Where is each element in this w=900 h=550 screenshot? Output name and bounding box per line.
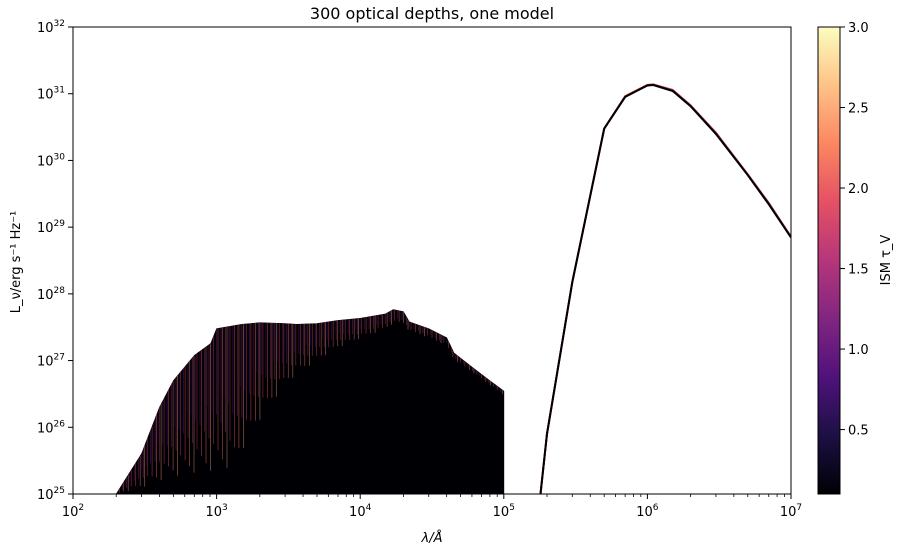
x-tick-label: 103 (205, 503, 227, 520)
sed-series (115, 83, 791, 494)
colorbar-tick-label: 1.5 (848, 263, 869, 278)
y-tick-label: 1032 (37, 19, 65, 36)
sed-curves (115, 82, 791, 494)
y-tick-label: 1025 (37, 486, 65, 503)
x-tick-label: 105 (493, 503, 515, 520)
colorbar-tick-label: 2.0 (848, 182, 869, 197)
dust-emission (539, 82, 791, 494)
x-axis-ticks: 102 103 104 105 106 107 (62, 494, 802, 520)
colorbar-ticks: 0.5 1.0 1.5 2.0 2.5 3.0 (840, 21, 869, 439)
y-axis-label: L_ν/erg s⁻¹ Hz⁻¹ (9, 211, 24, 314)
y-tick-label: 1029 (37, 219, 65, 236)
y-tick-label: 1026 (37, 419, 65, 436)
line-texture (117, 309, 505, 493)
colorbar-tick-label: 3.0 (848, 21, 869, 36)
plot-frame (72, 26, 792, 495)
colorbar (817, 26, 841, 495)
chart-title: 300 optical depths, one model (310, 4, 554, 23)
x-tick-label: 102 (62, 503, 84, 520)
x-axis-label: λ/Å (421, 530, 443, 546)
y-axis-ticks: 1025 1026 1027 1028 1029 1030 1031 1032 (37, 19, 73, 503)
colorbar-tick-label: 1.0 (848, 343, 869, 358)
stellar-sed (115, 309, 505, 494)
colorbar-label: ISM τ_V (879, 235, 894, 286)
colorbar-tick-label: 0.5 (848, 424, 869, 439)
y-tick-label: 1030 (37, 152, 65, 169)
y-tick-label: 1031 (37, 86, 65, 103)
colorbar-tick-label: 2.5 (848, 102, 869, 117)
y-tick-label: 1028 (37, 286, 65, 303)
y-tick-label: 1027 (37, 353, 65, 370)
x-tick-label: 104 (349, 503, 372, 520)
x-tick-label: 106 (636, 503, 659, 520)
x-tick-label: 107 (780, 503, 802, 520)
dust-emission (539, 83, 791, 494)
dust-emission (539, 83, 791, 494)
dust-emission (539, 83, 791, 494)
